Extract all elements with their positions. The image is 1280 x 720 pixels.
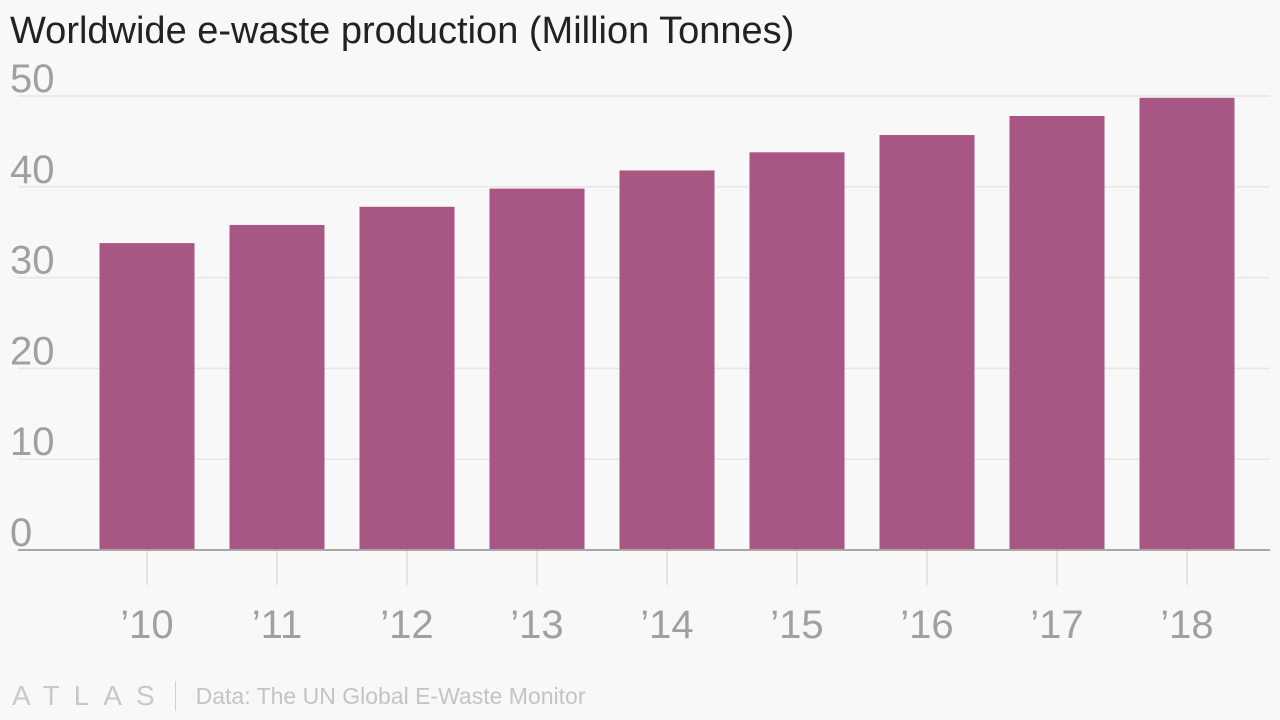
- bars: [99, 97, 1235, 550]
- bar-chart: 0 10 20 30 40 50 ’10 ’11 ’12 ’13 ’14 ’15 ’16 ’17 ’18: [10, 57, 1270, 647]
- y-tick-label: 10: [10, 420, 55, 464]
- bar: [749, 152, 845, 550]
- footer: ATLAS Data: The UN Global E-Waste Monito…: [12, 678, 586, 714]
- x-tick-labels: ’10 ’11 ’12 ’13 ’14 ’15 ’16 ’17 ’18: [120, 603, 1213, 647]
- x-tick-label: ’10: [120, 603, 173, 647]
- bar: [879, 135, 975, 550]
- bar: [359, 206, 455, 550]
- atlas-logo: ATLAS: [12, 680, 169, 711]
- y-tick-label: 50: [10, 57, 55, 101]
- x-tick-label: ’14: [640, 603, 693, 647]
- data-source: Data: The UN Global E-Waste Monitor: [195, 682, 586, 709]
- y-tick-labels: 0 10 20 30 40 50: [10, 57, 55, 555]
- x-tick-label: ’13: [510, 603, 563, 647]
- x-tick-label: ’18: [1160, 603, 1213, 647]
- bar: [99, 243, 195, 550]
- y-tick-label: 20: [10, 329, 55, 373]
- x-tick-label: ’12: [380, 603, 433, 647]
- x-tick-label: ’17: [1030, 603, 1083, 647]
- y-tick-label: 30: [10, 239, 55, 283]
- chart-title: Worldwide e-waste production (Million To…: [10, 10, 795, 52]
- x-tick-label: ’15: [770, 603, 823, 647]
- bar: [1009, 115, 1105, 550]
- y-tick-label: 40: [10, 148, 55, 192]
- bar: [1139, 97, 1235, 550]
- x-tick-label: ’16: [900, 603, 953, 647]
- x-tick-label: ’11: [252, 603, 302, 647]
- bar: [489, 188, 585, 550]
- footer-divider: [174, 681, 176, 711]
- x-axis: [18, 549, 1270, 585]
- bar: [619, 170, 715, 550]
- y-tick-label: 0: [10, 511, 32, 555]
- bar: [229, 224, 325, 550]
